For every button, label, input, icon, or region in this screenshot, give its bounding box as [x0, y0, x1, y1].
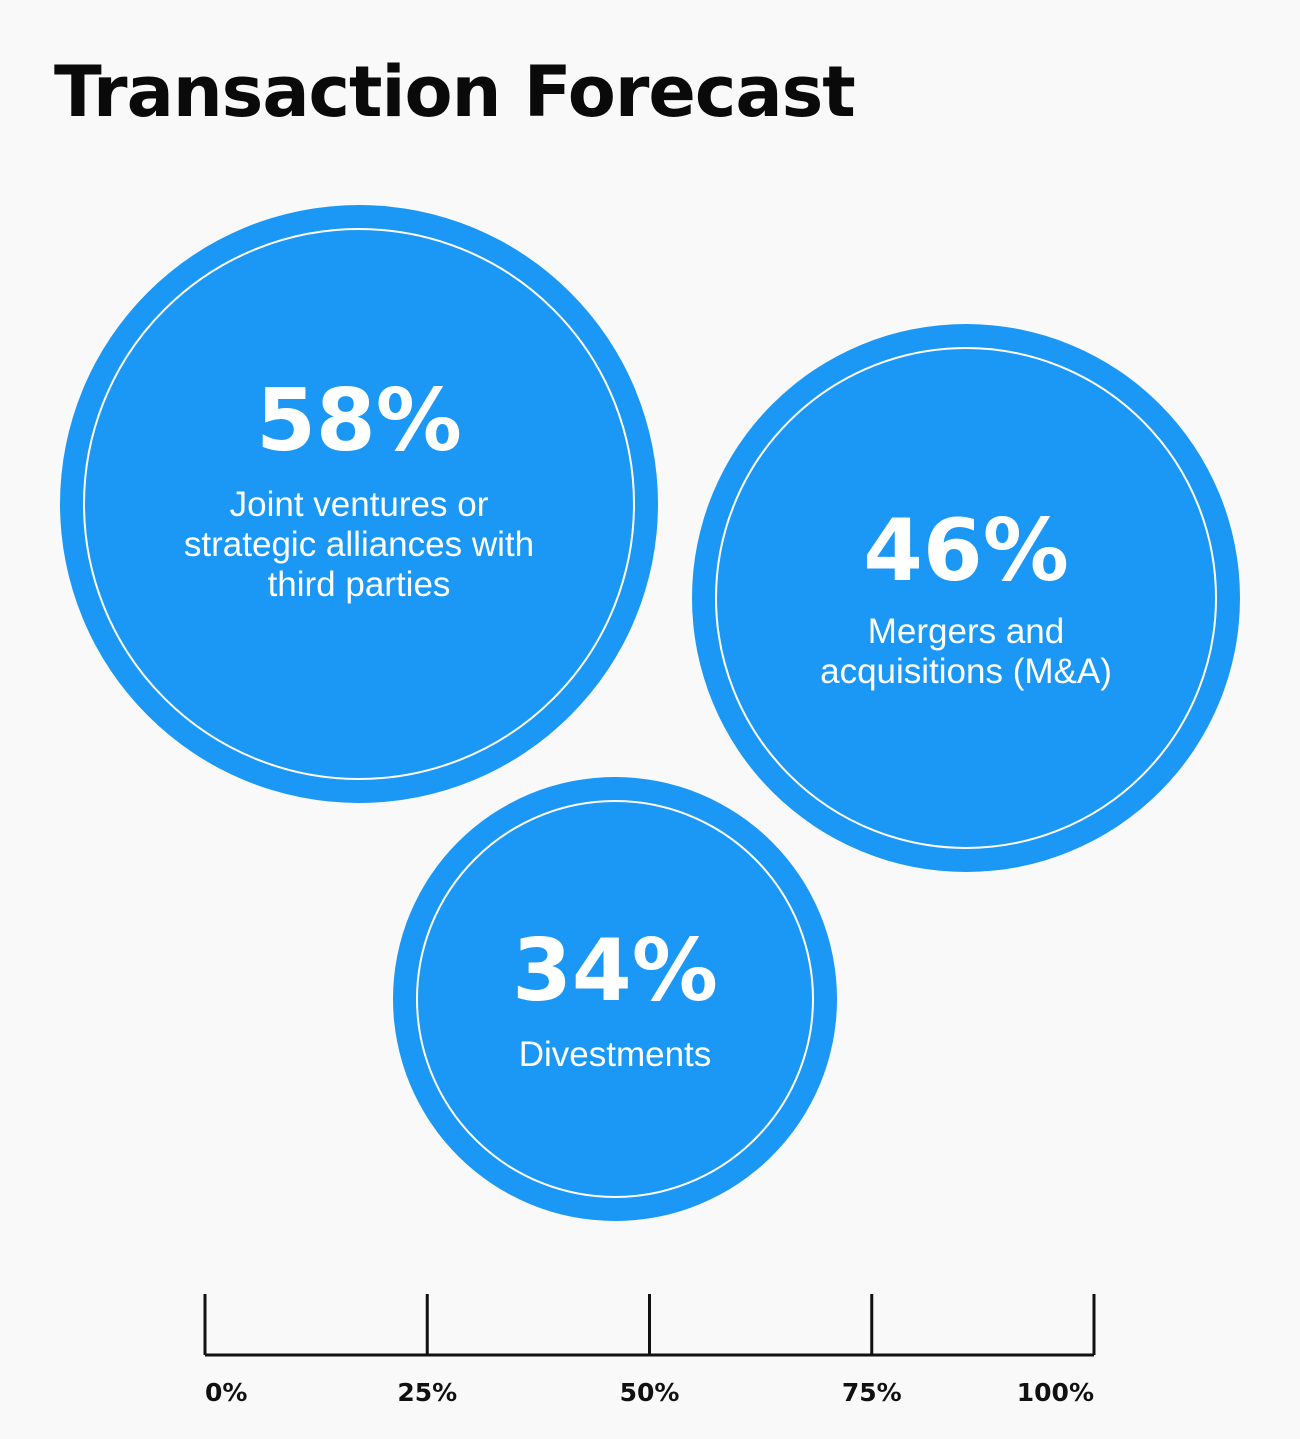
axis-tick-label: 75% — [842, 1378, 902, 1407]
axis-tick-label: 25% — [397, 1378, 457, 1407]
bubble-ring — [416, 800, 814, 1198]
bubble-category-label: strategic alliances with — [184, 525, 534, 564]
bubble-ring — [83, 228, 635, 780]
chart-title: Transaction Forecast — [54, 51, 856, 133]
bubble-circle — [393, 777, 837, 1221]
axis-tick-label: 50% — [620, 1378, 680, 1407]
bubble-value-label: 46% — [863, 501, 1069, 601]
bubble-category-label: acquisitions (M&A) — [820, 652, 1112, 691]
bubble-category-label: Joint ventures or — [230, 485, 489, 524]
percent-scale-axis: 0% 25% 50% 75% 100% — [203, 1294, 1096, 1407]
bubble-circle — [692, 324, 1240, 872]
bubble-value-label: 58% — [256, 371, 462, 471]
bubble-ring — [715, 347, 1217, 849]
bubble-category-label: third parties — [268, 565, 451, 604]
bubble-value-label: 34% — [512, 921, 718, 1021]
bubble-circle — [60, 205, 658, 803]
bubble-category-label: Mergers and — [868, 612, 1064, 651]
axis-tick-label: 0% — [205, 1378, 247, 1407]
bubble-category-label: Divestments — [519, 1035, 712, 1074]
axis-tick-label: 100% — [1017, 1378, 1094, 1407]
bubble-3: 34% Divestments — [393, 777, 837, 1221]
